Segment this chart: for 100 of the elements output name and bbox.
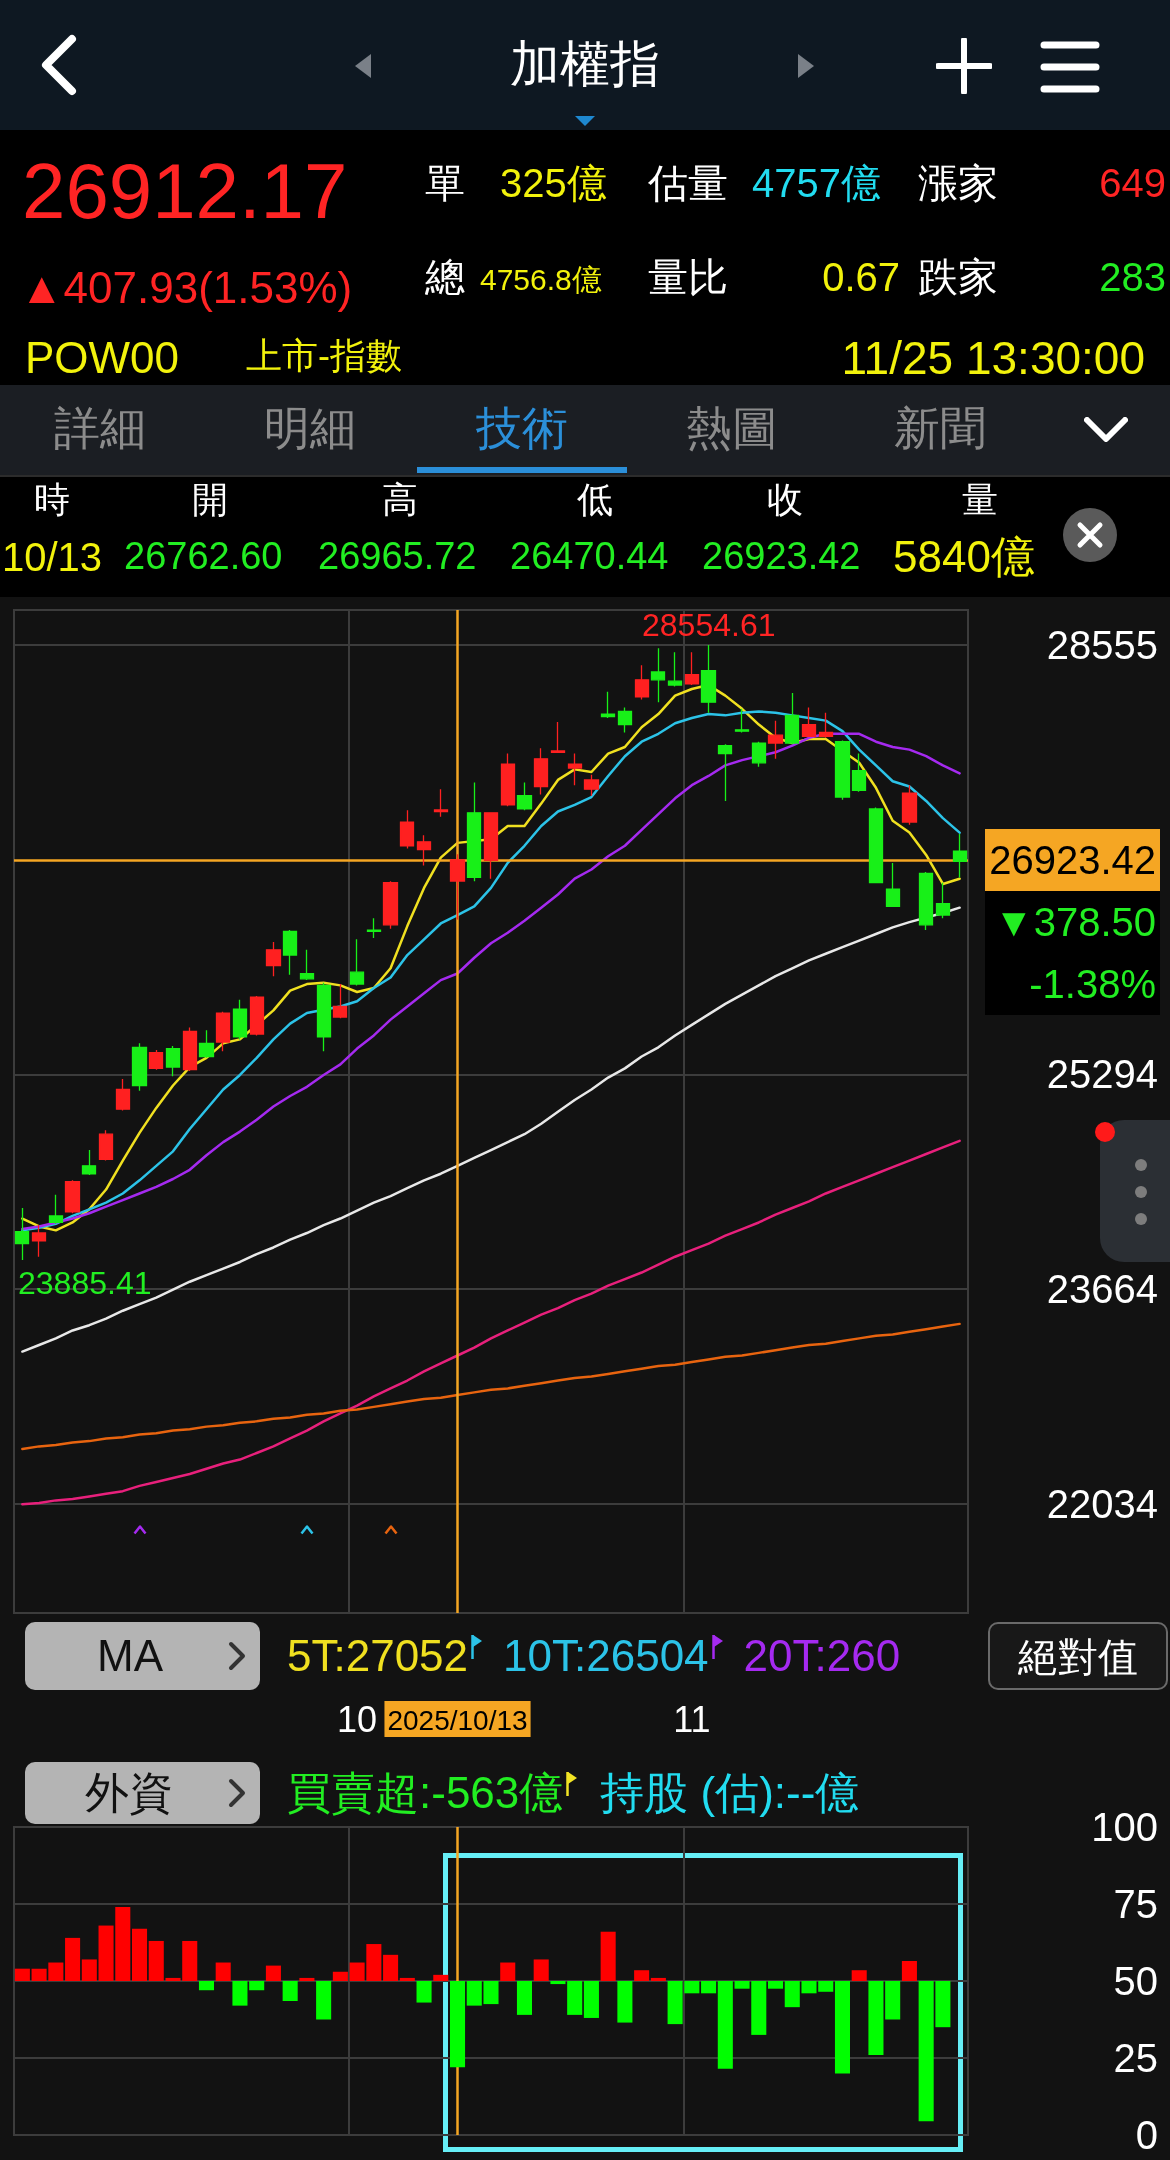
line-series [21,1139,961,1506]
candlestick [751,741,767,768]
candlestick [64,1179,81,1214]
candlestick [31,1224,47,1258]
text: 明細 [264,402,356,455]
candlestick [717,743,733,802]
candlestick [215,1011,231,1052]
candlestick [299,949,315,981]
text: 26470.44 [510,535,669,579]
candlestick [868,806,884,884]
text: 總 [425,254,465,300]
candlestick [115,1078,131,1112]
candlestick [399,809,415,850]
text: 高 [382,479,418,521]
candlestick [282,929,298,976]
candlestick [232,999,248,1041]
text: 量 [962,479,998,521]
candlestick [851,752,867,793]
text: 649 [1099,160,1166,206]
chart-title: 加權指 [510,36,660,94]
candlestick [617,706,633,734]
text: 26762.60 [124,535,283,579]
text: POW00 [25,333,180,384]
candlestick [81,1149,97,1176]
candlestick [952,833,968,879]
text: 跌家 [918,254,998,300]
y-tick-label: 50 [1113,1959,1158,2003]
candlestick [901,784,918,826]
bar [316,1981,332,2020]
bar [767,1981,784,1989]
bar [449,1981,466,2068]
text: 26912.17 [22,147,348,237]
text: ▲407.93(1.53%) [20,263,353,314]
candlestick [734,708,750,734]
chart-title: 外資 [85,1768,173,1819]
text: 325億 [500,160,607,206]
bar [198,1981,215,1991]
bar [249,1981,265,1991]
candlestick [634,664,650,701]
candlestick [818,712,834,739]
bar [701,1981,717,1994]
candlestick [48,1194,64,1225]
candlestick [366,917,382,939]
bar [232,1981,248,2006]
text: 10/13 [2,534,103,580]
bar [868,1981,884,2055]
text: 買賣超:-563億 [287,1767,564,1819]
bar [516,1981,533,2015]
candlestick [935,882,951,919]
candlestick [182,1026,198,1072]
bar [851,1970,867,1981]
y-tick-label: 23664 [1046,1267,1158,1312]
mode-button: 絕對值 [988,1622,1168,1690]
candlestick [834,739,851,801]
candlestick [667,651,683,688]
selector-button: MA [25,1622,260,1690]
candlestick [466,781,482,882]
y-tick-label: 25 [1113,2036,1158,2080]
bar [433,1974,449,1981]
candlestick [148,1049,164,1071]
candlestick [433,788,449,818]
candlestick [583,773,600,797]
y-tick-label: 25294 [1046,1052,1158,1097]
candlestick [14,1207,30,1261]
candlestick [516,781,533,811]
candlestick [650,647,666,703]
candlestick [249,995,265,1037]
candlestick [416,834,432,867]
bar [550,1981,566,1985]
bar [634,1970,650,1981]
candlestick [550,721,566,753]
text: 收 [767,479,803,521]
annotation: 23885.41 [18,1265,152,1302]
candlestick [332,983,348,1019]
text: 單 [425,160,465,206]
bar [65,1937,81,1981]
candlestick [131,1042,148,1092]
candlestick [567,752,583,786]
bar [500,1962,516,1981]
candlestick [784,692,800,745]
y-tick-label: 22034 [1046,1481,1158,1526]
text: 低 [577,479,613,521]
text: 量比 [648,254,728,300]
candlestick [349,938,365,987]
bar [383,1954,399,1981]
text: 技術 [476,402,568,455]
ref-line-label: 26923.42 [985,829,1160,891]
bar [332,1971,348,1981]
bar [282,1981,298,2002]
bar [901,1960,917,1981]
candlestick [316,982,332,1052]
y-tick-label: 75 [1113,1882,1158,1926]
bar [416,1981,432,2003]
text: 0.67 [822,254,900,300]
bar [299,1977,315,1981]
text: 5840億 [893,532,1035,583]
candlestick [165,1045,181,1077]
candlestick [533,747,549,796]
text: 4757億 [752,160,881,206]
candlestick [265,941,282,977]
